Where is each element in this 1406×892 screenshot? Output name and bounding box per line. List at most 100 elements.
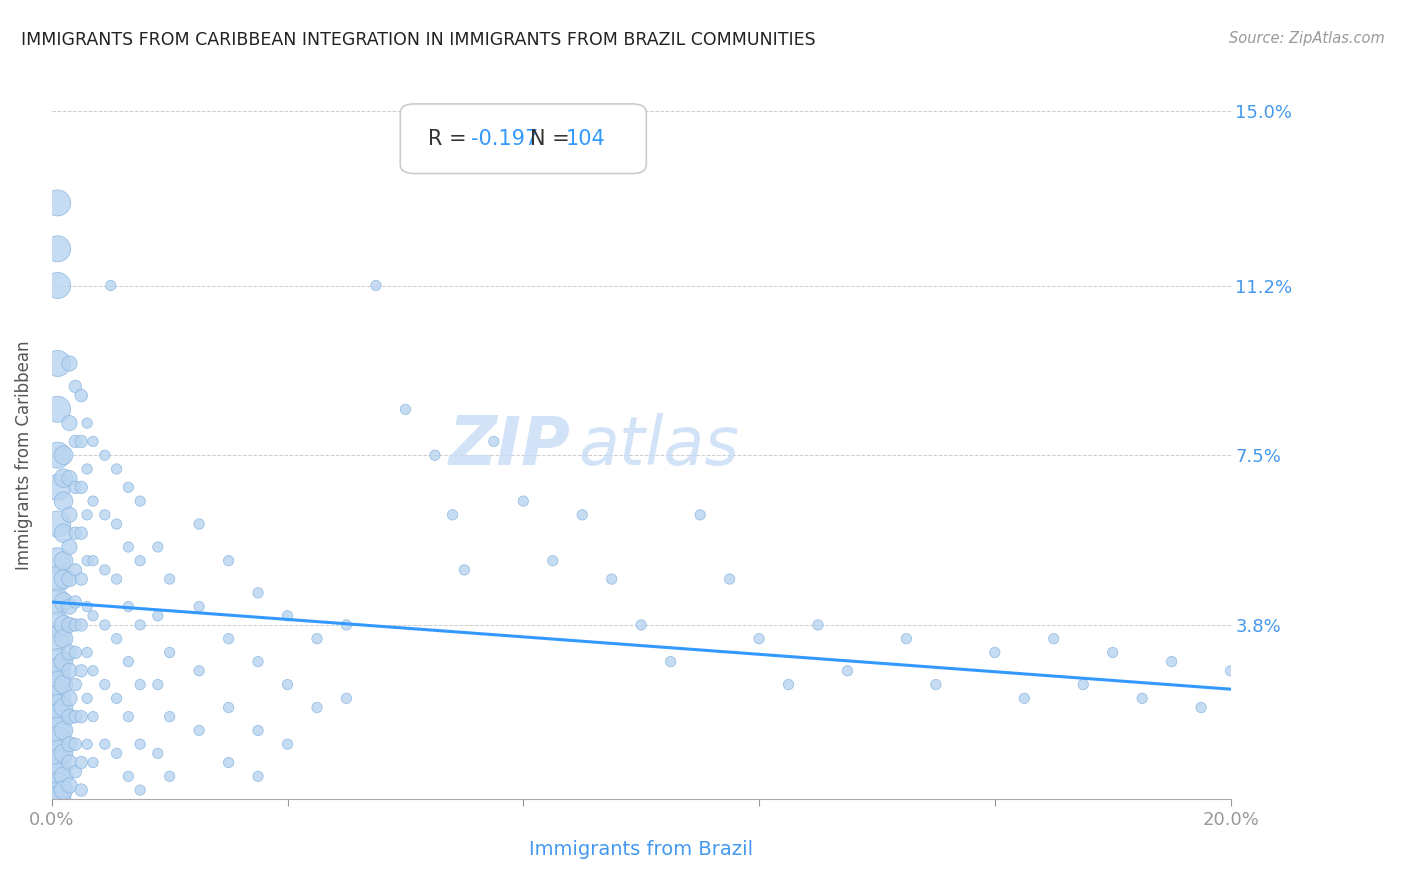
Point <box>76 416 98 430</box>
Point <box>58 471 80 485</box>
Point <box>94 448 117 462</box>
Point <box>65 764 87 779</box>
Point <box>105 747 128 761</box>
Point <box>52 677 75 691</box>
Point <box>52 554 75 568</box>
Point <box>512 494 534 508</box>
Text: 104: 104 <box>567 128 606 149</box>
Point <box>1189 700 1212 714</box>
Point <box>305 700 328 714</box>
Point <box>70 572 93 586</box>
Text: IMMIGRANTS FROM CARIBBEAN INTEGRATION IN IMMIGRANTS FROM BRAZIL COMMUNITIES: IMMIGRANTS FROM CARIBBEAN INTEGRATION IN… <box>21 31 815 49</box>
Point <box>218 700 240 714</box>
Point <box>247 723 270 738</box>
Point <box>105 462 128 476</box>
Point <box>46 402 69 417</box>
Point <box>76 554 98 568</box>
Text: atlas: atlas <box>578 413 740 479</box>
Text: Source: ZipAtlas.com: Source: ZipAtlas.com <box>1229 31 1385 46</box>
Point <box>70 783 93 797</box>
Point <box>541 554 564 568</box>
Point <box>52 783 75 797</box>
Point <box>159 572 181 586</box>
Point <box>105 632 128 646</box>
Point <box>70 618 93 632</box>
Point <box>70 480 93 494</box>
Point <box>52 700 75 714</box>
Point <box>46 278 69 293</box>
Point <box>276 677 298 691</box>
Point <box>1130 691 1153 706</box>
Text: N =: N = <box>530 128 576 149</box>
Point <box>1042 632 1064 646</box>
Point <box>58 737 80 751</box>
Point <box>218 632 240 646</box>
Point <box>689 508 711 522</box>
Point <box>94 563 117 577</box>
Point <box>76 599 98 614</box>
Point <box>188 723 211 738</box>
Point <box>76 508 98 522</box>
Point <box>837 664 859 678</box>
Point <box>46 792 69 806</box>
Point <box>70 709 93 723</box>
Point <box>52 448 75 462</box>
Point <box>58 599 80 614</box>
Point <box>65 379 87 393</box>
Text: ZIP: ZIP <box>449 413 571 479</box>
Point <box>52 747 75 761</box>
Point <box>571 508 593 522</box>
Point <box>52 471 75 485</box>
Point <box>70 664 93 678</box>
Point <box>70 756 93 770</box>
Point <box>82 664 104 678</box>
Point <box>58 540 80 554</box>
Point <box>188 664 211 678</box>
Point <box>146 747 169 761</box>
Point <box>46 779 69 793</box>
Point <box>82 608 104 623</box>
Point <box>218 554 240 568</box>
Point <box>52 572 75 586</box>
Point <box>276 737 298 751</box>
Point <box>984 645 1007 659</box>
Point <box>46 723 69 738</box>
Point <box>46 732 69 747</box>
Point <box>146 608 169 623</box>
Point <box>76 737 98 751</box>
Point <box>52 769 75 783</box>
Point <box>159 769 181 783</box>
Point <box>394 402 416 417</box>
Point <box>82 434 104 449</box>
Point <box>58 618 80 632</box>
Point <box>117 599 139 614</box>
Point <box>364 278 387 293</box>
Point <box>46 595 69 609</box>
Point <box>52 723 75 738</box>
Point <box>46 554 69 568</box>
Point <box>58 356 80 370</box>
Point <box>146 677 169 691</box>
Point <box>65 645 87 659</box>
Point <box>46 655 69 669</box>
Point <box>46 664 69 678</box>
Point <box>94 508 117 522</box>
Point <box>94 618 117 632</box>
Point <box>453 563 475 577</box>
Point <box>188 599 211 614</box>
Point <box>46 196 69 211</box>
Point <box>778 677 800 691</box>
Point <box>247 586 270 600</box>
Point <box>58 691 80 706</box>
Point <box>335 691 357 706</box>
Point <box>65 480 87 494</box>
Point <box>159 645 181 659</box>
Point <box>46 756 69 770</box>
Point <box>925 677 948 691</box>
Point <box>52 618 75 632</box>
Point <box>129 618 152 632</box>
Point <box>65 709 87 723</box>
Point <box>117 655 139 669</box>
Point <box>129 783 152 797</box>
Point <box>129 554 152 568</box>
